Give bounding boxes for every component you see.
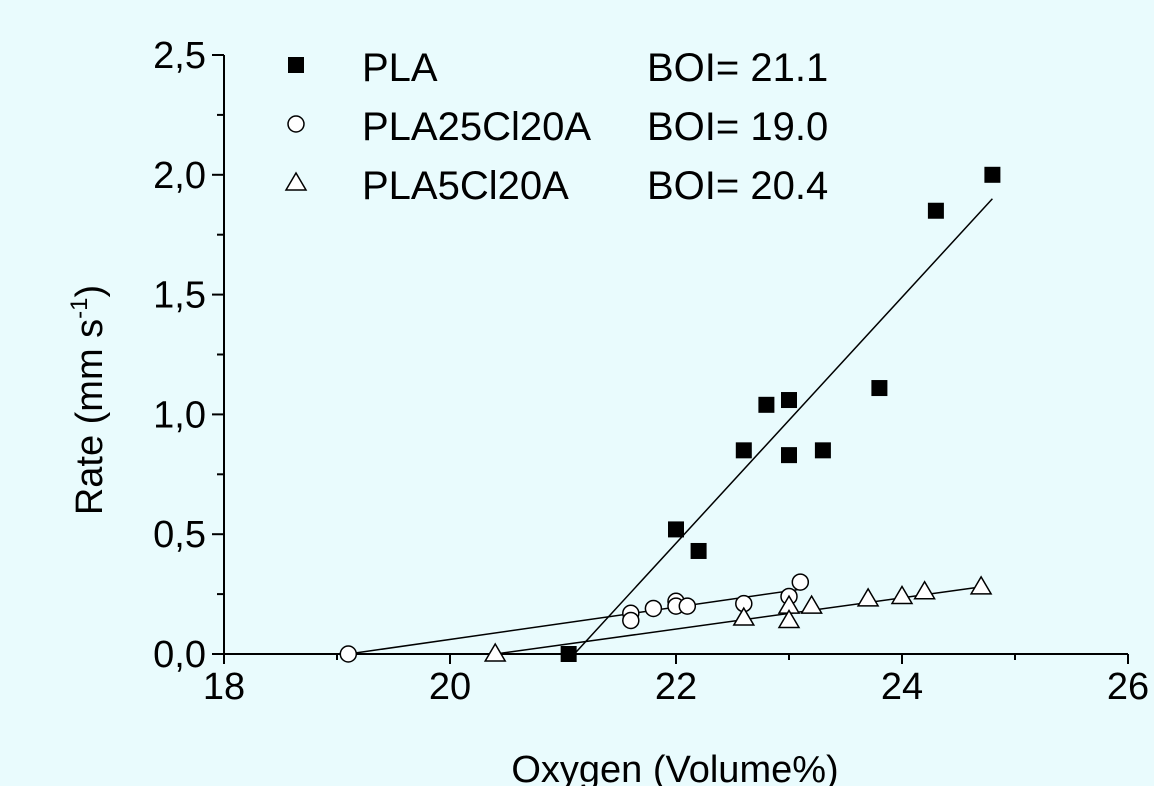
legend-pla-boi: BOI= 21.1 (647, 46, 828, 90)
pla25cl20a-point (622, 611, 640, 630)
y-axis-title-close: ) (69, 285, 111, 298)
pla5cl20a-point (777, 608, 801, 629)
pla5cl20a-point (483, 642, 507, 662)
pla25cl20a-point (791, 573, 810, 591)
legend-pla25cl20a-marker (287, 115, 305, 133)
pla-point (871, 380, 888, 397)
x-axis-title: Oxygen (Volume%) (511, 749, 838, 786)
pla25cl20a-fit-line (348, 588, 801, 655)
x-tick-label: 22 (655, 666, 697, 708)
x-tick-label: 18 (203, 666, 245, 708)
pla5cl20a-point (913, 580, 936, 600)
legend-pla5cl20a-boi: BOI= 20.4 (647, 164, 828, 208)
legend-pla25cl20a-boi: BOI= 19.0 (647, 105, 828, 149)
y-tick-label: 1,0 (153, 394, 206, 436)
pla-point (927, 202, 944, 219)
pla-point (735, 442, 752, 459)
pla-point (560, 646, 577, 662)
x-tick-label: 20 (429, 666, 471, 708)
pla-point (758, 396, 775, 413)
y-tick-label: 1,5 (153, 275, 206, 317)
y-axis-title: Rate (mm s-1) (66, 285, 111, 515)
pla5cl20a-point (969, 575, 993, 595)
y-tick-label: 0,5 (153, 514, 206, 556)
pla5cl20a-point (856, 587, 880, 607)
pla-point (781, 392, 797, 409)
pla-point (781, 447, 797, 464)
pla-point (668, 521, 684, 538)
fit-lines (348, 198, 993, 655)
pla-point (984, 166, 1001, 183)
pla5cl20a-point (800, 594, 823, 614)
y-tick-label: 0,0 (153, 634, 206, 676)
x-tick-label: 24 (881, 666, 923, 708)
pla-point (814, 442, 831, 459)
y-axis-title-main: Rate (mm s (69, 319, 111, 515)
legend-pla25cl20a-label: PLA25Cl20A (362, 105, 591, 149)
legend-pla-label: PLA (362, 46, 438, 90)
y-tick-label: 2,0 (153, 155, 206, 197)
legend-pla5cl20a-marker (284, 171, 308, 191)
pla-fit-line (573, 198, 993, 655)
legend-pla-marker (288, 57, 304, 73)
x-ticks: 18 20 22 24 26 (203, 654, 1149, 708)
pla25cl20a-point (678, 597, 697, 615)
x-tick-label: 26 (1107, 666, 1149, 708)
pla25cl20a-point (339, 645, 358, 663)
legend-pla5cl20a-label: PLA5Cl20A (362, 164, 569, 208)
y-ticks: 0,0 0,5 1,0 1,5 2,0 2,5 (153, 35, 224, 676)
y-axis-title-superscript: -1 (66, 297, 93, 318)
pla5cl20a-point (890, 585, 914, 605)
legend: PLA BOI= 21.1 PLA25Cl20A BOI= 19.0 PLA5Cl20A… (284, 46, 828, 208)
y-tick-label: 2,5 (153, 35, 206, 77)
pla-point (690, 542, 707, 559)
pla25cl20a-point (644, 599, 663, 618)
data-points (339, 166, 1001, 663)
pla5cl20a-point (732, 606, 756, 626)
